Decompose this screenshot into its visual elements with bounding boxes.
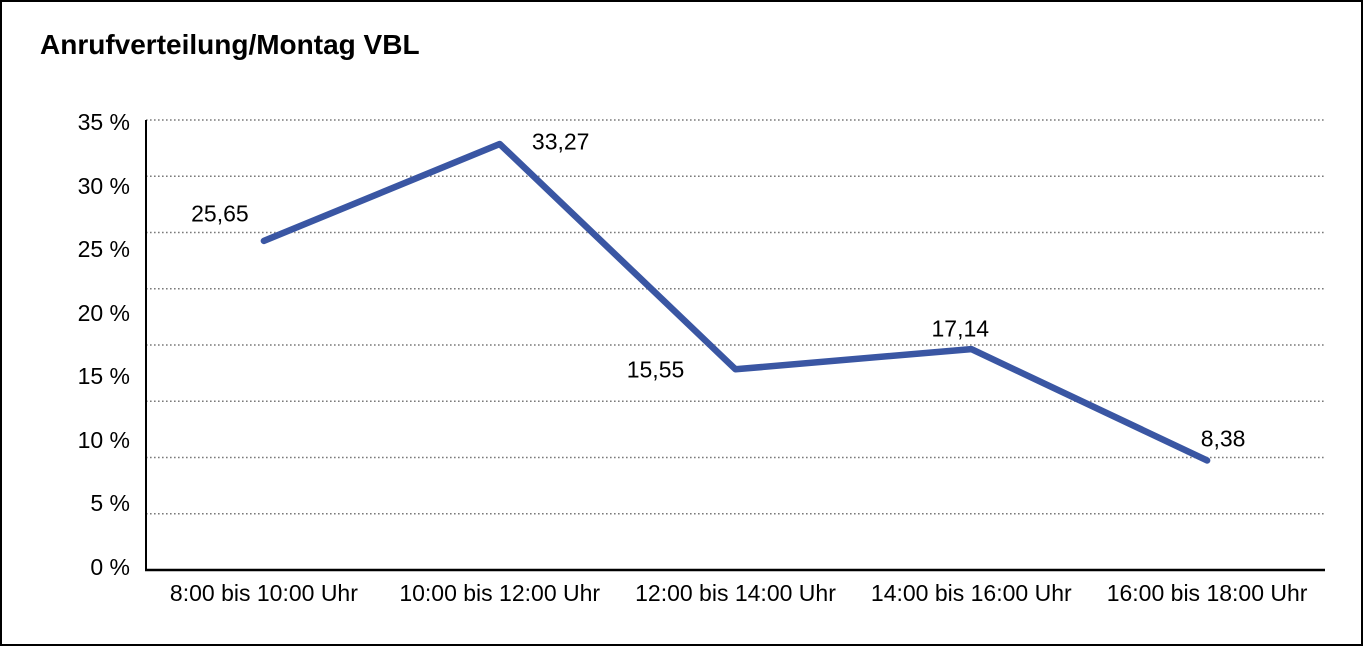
y-axis-tick-label: 0 %	[90, 554, 130, 580]
data-label: 8,38	[1200, 425, 1246, 452]
y-axis-tick-label: 15 %	[77, 363, 130, 390]
data-label: 17,14	[931, 315, 990, 342]
data-series-line	[260, 140, 1211, 464]
data-label: 25,65	[191, 200, 249, 227]
data-label: 33,27	[531, 128, 590, 155]
y-axis-tick-label: 5 %	[90, 490, 130, 517]
y-axis-tick-label: 20 %	[77, 299, 130, 326]
data-label: 15,55	[626, 356, 685, 383]
y-axis-tick-label: 25 %	[77, 236, 130, 263]
x-axis-tick-label: 16:00 bis 18:00 Uhr	[1106, 580, 1308, 606]
y-axis-tick-label: 30 %	[77, 172, 130, 199]
y-axis-tick-label: 10 %	[77, 426, 130, 453]
chart-title: Anrufverteilung/Montag VBL	[40, 29, 420, 60]
x-axis-tick-label: 12:00 bis 14:00 Uhr	[635, 580, 836, 606]
x-axis-tick-label: 8:00 bis 10:00 Uhr	[169, 580, 358, 606]
x-axis-tick-label: 10:00 bis 12:00 Uhr	[399, 580, 601, 606]
y-axis-tick-label: 35 %	[77, 109, 130, 135]
x-axis-tick-label: 14:00 bis 16:00 Uhr	[870, 580, 1072, 606]
